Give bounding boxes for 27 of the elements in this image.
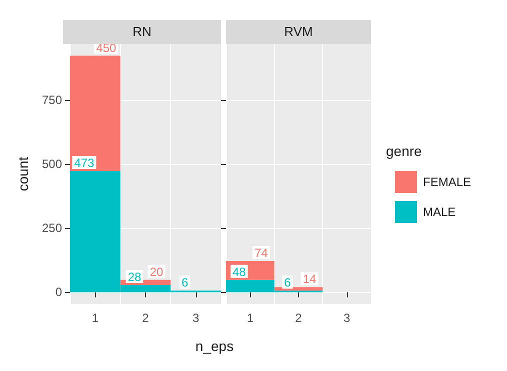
- x-tick-label: 2: [295, 311, 302, 325]
- data-label: 20: [150, 264, 164, 279]
- bar: [70, 56, 120, 172]
- data-label: 14: [302, 272, 316, 286]
- data-label: 6: [284, 276, 292, 290]
- y-tick-label: 500: [42, 157, 62, 172]
- data-label: 450: [96, 40, 116, 55]
- data-label: 473: [74, 156, 94, 170]
- x-tick-label: 3: [192, 311, 200, 325]
- x-tick-label: 2: [142, 311, 150, 325]
- data-label: 6: [181, 276, 188, 290]
- chart-title: RVM: [226, 20, 371, 44]
- y-tick-label: 750: [42, 93, 62, 108]
- y-tick-label: 0: [55, 285, 62, 300]
- legend-label: FEMALE: [423, 175, 472, 189]
- legend-title: genre: [386, 143, 423, 159]
- x-tick-label: 1: [92, 311, 99, 325]
- data-label: 74: [254, 246, 268, 260]
- x-tick-label: 1: [246, 311, 254, 325]
- data-label: 28: [128, 270, 142, 284]
- x-axis-title: n_eps: [194, 338, 235, 354]
- x-tick-label: 3: [343, 311, 350, 325]
- data-label: 48: [232, 264, 246, 279]
- legend-label: MALE: [423, 205, 456, 219]
- chart-title: RN: [132, 24, 152, 39]
- y-tick-label: 250: [42, 221, 62, 236]
- y-axis-title: count: [15, 156, 31, 192]
